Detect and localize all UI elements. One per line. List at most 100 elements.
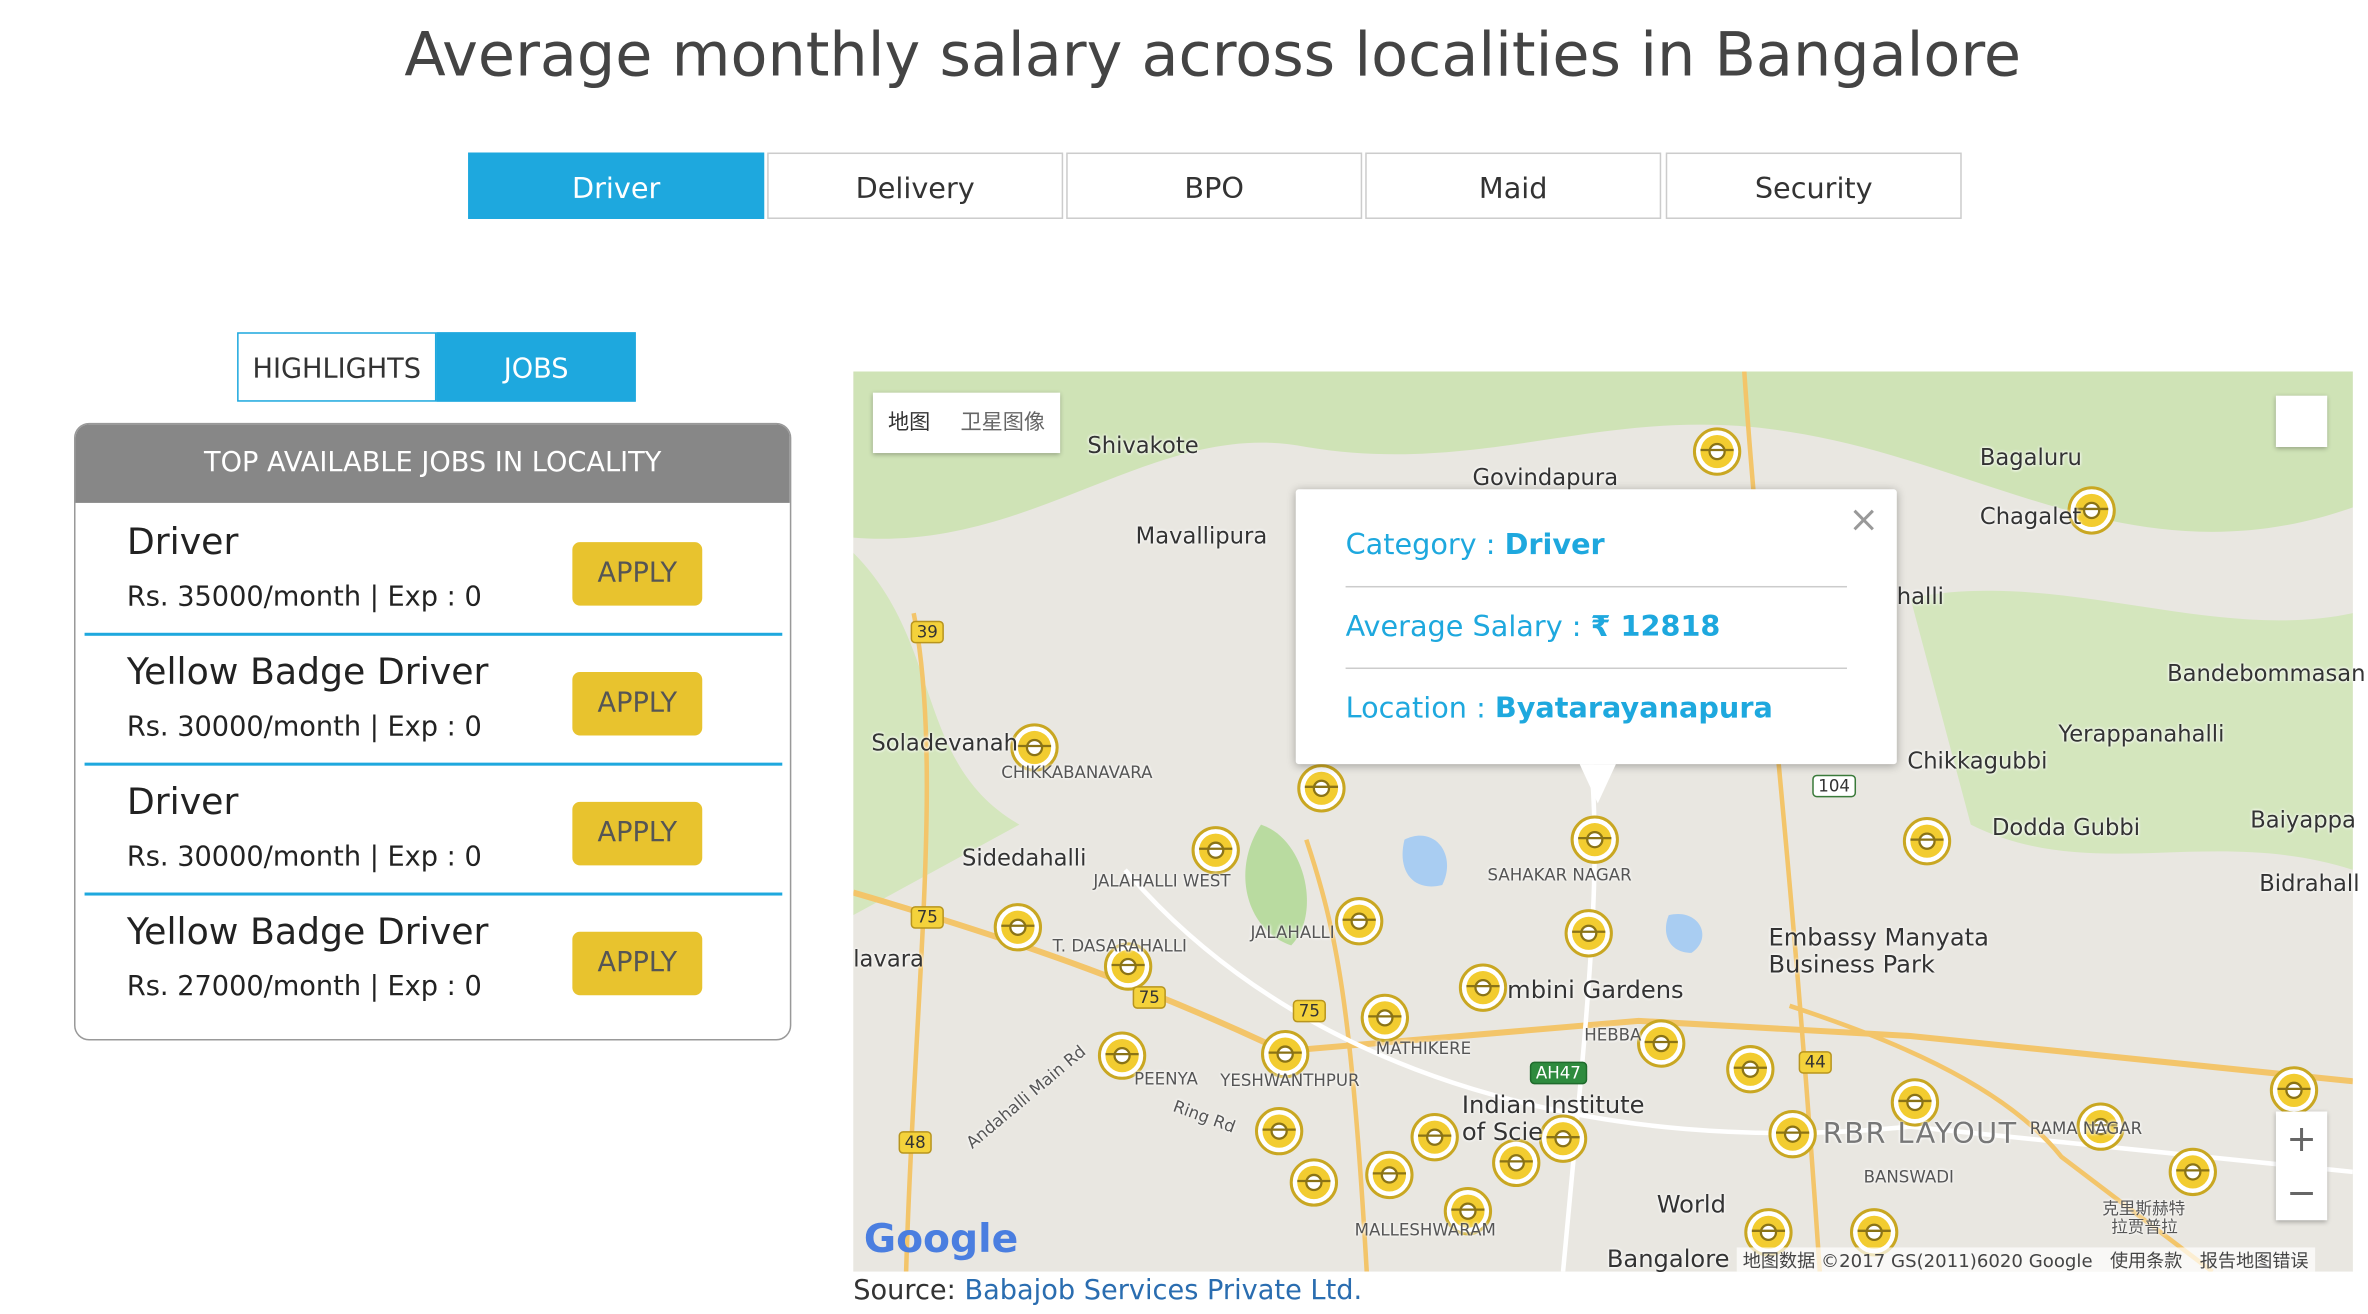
job-title: Driver xyxy=(126,780,239,824)
job-title: Yellow Badge Driver xyxy=(126,650,489,694)
fullscreen-button[interactable] xyxy=(2275,395,2328,448)
zoom-out[interactable]: − xyxy=(2286,1171,2317,1215)
popup-label: Location : xyxy=(1345,691,1495,725)
map-marker xyxy=(1570,815,1619,864)
map-label: SAHAKAR NAGAR xyxy=(1487,865,1632,885)
map-label: Bandebommasan xyxy=(2167,659,2366,688)
map-marker xyxy=(1410,1113,1459,1162)
map-marker xyxy=(1538,1114,1588,1163)
report-link[interactable]: 报告地图错误 xyxy=(2199,1250,2309,1272)
map-marker xyxy=(1335,897,1384,946)
popup-close[interactable]: × xyxy=(1848,498,1879,541)
google-logo: Google xyxy=(863,1217,1019,1263)
tab[interactable]: Maid xyxy=(1365,152,1662,219)
attribution: 地图数据 ©2017 GS(2011)6020 Google xyxy=(1742,1250,2093,1272)
tab[interactable]: Driver xyxy=(468,152,765,219)
source-label: Source: xyxy=(853,1274,956,1307)
zoom-control: + − xyxy=(2275,1111,2328,1221)
page-title: Average monthly salary across localities… xyxy=(404,21,2022,91)
source-link[interactable]: Babajob Services Private Ltd. xyxy=(964,1274,1363,1307)
map-label: Indian Institute xyxy=(1461,1090,1645,1120)
map-label: Bidrahall xyxy=(2259,869,2360,898)
map-label: Bangalore xyxy=(1606,1244,1730,1274)
job-detail: Rs. 30000/month | Exp : 0 xyxy=(126,711,482,744)
popup-row: Average Salary : ₹ 12818 xyxy=(1346,610,1721,643)
map-label: Mavallipura xyxy=(1135,522,1268,550)
terms-link[interactable]: 使用条款 xyxy=(2109,1250,2183,1272)
popup-row: Category : Driver xyxy=(1346,529,1605,562)
popup-value: Driver xyxy=(1504,528,1605,562)
map-marker xyxy=(1692,427,1742,476)
tab[interactable]: Security xyxy=(1665,152,1962,219)
source: Source: Babajob Services Private Ltd. xyxy=(853,1275,1362,1307)
panel-title: TOP AVAILABLE JOBS IN LOCALITY xyxy=(75,424,790,503)
map-label: 拉贾普拉 xyxy=(2111,1217,2178,1237)
map-label: MALLESHWARAM xyxy=(1354,1220,1496,1240)
map-label: Bagaluru xyxy=(1979,443,2082,472)
map-label: Chikkagubbi xyxy=(1907,747,2048,775)
divider xyxy=(1345,667,1847,670)
map-marker xyxy=(1492,1138,1541,1188)
map-label: MATHIKERE xyxy=(1375,1039,1472,1059)
map-label: lavara xyxy=(853,945,924,973)
green-area xyxy=(853,371,2353,539)
road-shield: 48 xyxy=(898,1131,932,1154)
road xyxy=(1304,838,1369,1272)
lake xyxy=(1665,913,1703,953)
subtab[interactable]: JOBS xyxy=(436,332,636,402)
tab[interactable]: BPO xyxy=(1066,152,1363,219)
map-type-button[interactable]: 卫星图像 xyxy=(960,410,1046,435)
road-shield: 39 xyxy=(910,620,944,644)
map-label: mbini Gardens xyxy=(1507,975,1684,1005)
map-marker xyxy=(1458,963,1508,1012)
map-popup: × Category : Driver Average Salary : ₹ 1… xyxy=(1295,489,1897,804)
job-item: Yellow Badge Driver Rs. 30000/month | Exp… xyxy=(84,633,783,766)
zoom-in[interactable]: + xyxy=(2286,1117,2317,1160)
apply-button[interactable]: APPLY xyxy=(572,801,703,866)
map-label: HEBBA xyxy=(1584,1025,1642,1046)
map-label: JALAHALLI WEST xyxy=(1093,871,1231,892)
map-label: Baiyappa xyxy=(2250,806,2356,834)
popup-label: Category : xyxy=(1345,528,1505,562)
map-label: of Scie xyxy=(1461,1117,1544,1147)
map-marker xyxy=(2168,1147,2217,1197)
apply-button[interactable]: APPLY xyxy=(572,542,703,606)
map-label: Yerappanahalli xyxy=(2058,720,2225,748)
job-detail: Rs. 27000/month | Exp : 0 xyxy=(126,971,482,1003)
map-type-button[interactable]: 地图 xyxy=(887,410,931,435)
map-label: PEENYA xyxy=(1134,1069,1198,1089)
map-marker xyxy=(1191,826,1240,875)
popup-value: ₹ 12818 xyxy=(1590,610,1721,644)
subtab[interactable]: HIGHLIGHTS xyxy=(237,332,437,402)
map-marker xyxy=(1297,764,1346,813)
popup-row: Location : Byatarayanapura xyxy=(1346,692,1773,725)
map-label: Embassy Manyata xyxy=(1768,922,1989,952)
map-base xyxy=(853,371,2353,1272)
job-detail: Rs. 35000/month | Exp : 0 xyxy=(126,581,482,614)
tab[interactable]: Delivery xyxy=(767,152,1064,219)
road-shield: 104 xyxy=(1812,774,1857,798)
map-label: Soladevanah xyxy=(871,729,1019,757)
map-marker xyxy=(1360,993,1410,1043)
popup-value: Byatarayanapura xyxy=(1494,691,1773,725)
map-marker xyxy=(1254,1106,1304,1156)
green-area xyxy=(853,552,1020,916)
jobs-panel: TOP AVAILABLE JOBS IN LOCALITY Driver Rs.… xyxy=(73,422,792,1041)
map-label: BANSWADI xyxy=(1863,1167,1954,1188)
apply-button[interactable]: APPLY xyxy=(572,931,703,996)
divider xyxy=(1345,585,1847,588)
map-label: halli xyxy=(1896,582,1944,611)
map-label: Shivakote xyxy=(1087,431,1199,460)
map-label: RBR LAYOUT xyxy=(1822,1117,2018,1151)
map-marker xyxy=(1365,1150,1414,1200)
road-shield: 75 xyxy=(1292,999,1326,1023)
green-area xyxy=(1910,590,2353,870)
lake xyxy=(1402,835,1448,887)
park xyxy=(1245,824,1307,946)
road xyxy=(903,612,930,1272)
job-detail: Rs. 30000/month | Exp : 0 xyxy=(126,841,482,873)
map-marker xyxy=(993,903,1043,952)
apply-button[interactable]: APPLY xyxy=(572,672,703,736)
